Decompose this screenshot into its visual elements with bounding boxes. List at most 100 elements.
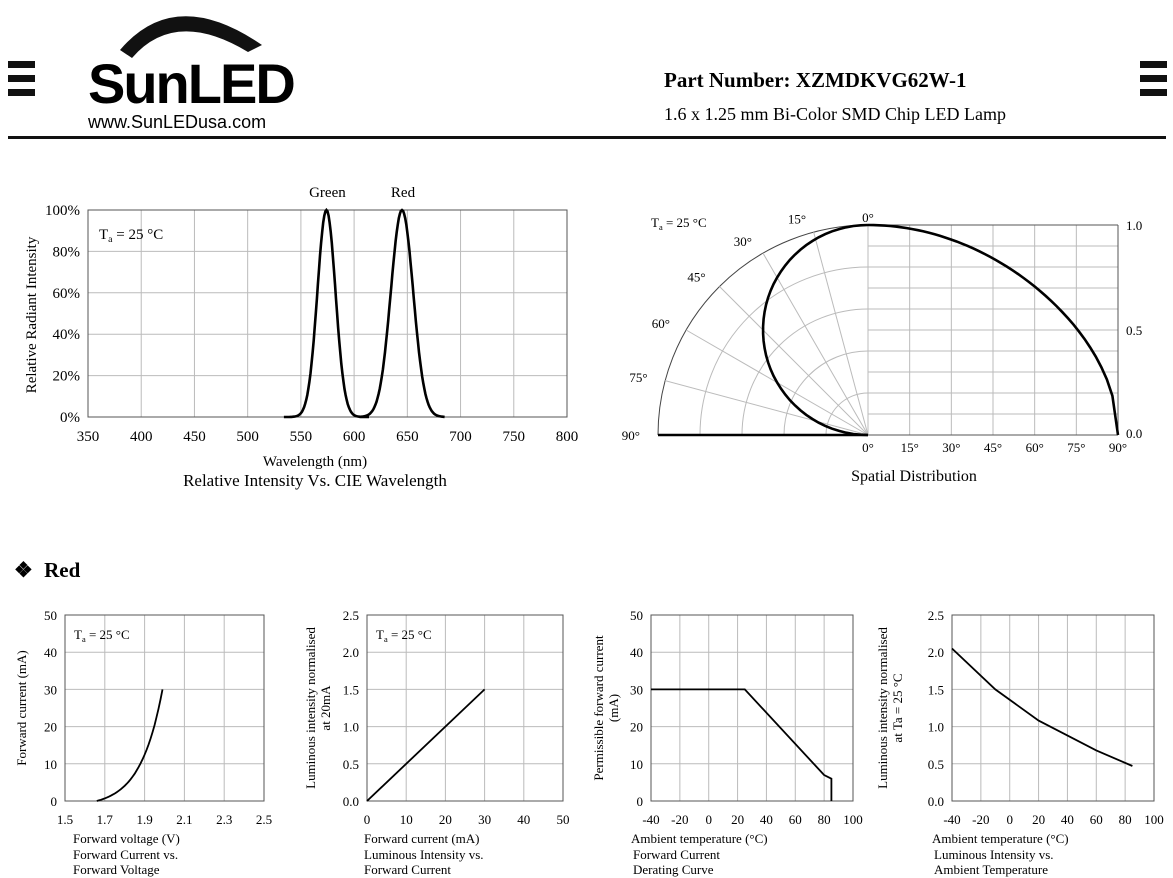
x-tick-label: 0 <box>705 812 712 827</box>
plot-frame <box>951 614 1155 802</box>
derating-curve-chart: -40 -20 0 20 40 60 80 100 0 10 20 30 40 50 Ambient tem… <box>591 608 863 877</box>
x-tick-label: 20 <box>439 812 452 827</box>
y-tick-label: 2.0 <box>928 645 944 660</box>
temperature-annotation: Ta = 25 °C <box>651 215 707 232</box>
temperature-annotation: Ta = 25 °C <box>376 627 432 644</box>
angle-label: 15° <box>788 212 806 227</box>
angle-label: 30° <box>734 234 752 249</box>
polar-grid-spoke <box>719 286 869 436</box>
y-axis-label-line-2: at 20mA <box>318 685 333 731</box>
svg-text:SunLED: SunLED <box>88 52 294 115</box>
section-heading: ❖ Red <box>14 558 80 583</box>
y-tick-label: 1.0 <box>928 720 944 735</box>
polar-grid-spoke <box>762 252 869 436</box>
series-label-red: Red <box>391 185 416 201</box>
polar-intensity-curve <box>761 223 869 437</box>
y-tick-label: 40 <box>44 645 57 660</box>
chart-title-line-2: Derating Curve <box>633 862 714 877</box>
angle-label: 90° <box>622 428 640 443</box>
chart-title-line-2: Forward Current <box>364 862 451 877</box>
x-tick-label: -20 <box>972 812 989 827</box>
bottom-tick-label: 15° <box>901 440 919 455</box>
y-tick-label: 0.0 <box>928 794 944 809</box>
y-tick-label: 0.0 <box>343 794 359 809</box>
x-tick-label: 100 <box>1144 812 1164 827</box>
part-description: 1.6 x 1.25 mm Bi-Color SMD Chip LED Lamp <box>664 104 1006 124</box>
angle-label: 75° <box>629 370 647 385</box>
y-tick-label: 2.5 <box>928 608 944 623</box>
y-tick-label: 0.5 <box>343 757 359 772</box>
x-tick-label: 40 <box>517 812 530 827</box>
x-tick-label: 400 <box>130 429 153 445</box>
y-tick-label: 10 <box>630 757 643 772</box>
cartesian-intensity-curve <box>867 223 1120 436</box>
plot-frame <box>650 614 854 802</box>
chart-title: Spatial Distribution <box>851 468 977 485</box>
y-axis-label-line-1: Luminous intensity normalised <box>875 627 890 789</box>
y-tick-label: 0.5 <box>928 757 944 772</box>
section-title: Red <box>44 558 81 582</box>
y-tick-label: 2.0 <box>343 645 359 660</box>
x-tick-label: 2.5 <box>256 812 272 827</box>
angle-label: 45° <box>687 270 705 285</box>
x-tick-label: 550 <box>290 429 313 445</box>
chart-title-line-2: Ambient Temperature <box>934 862 1048 877</box>
y-tick-label: 50 <box>44 608 57 623</box>
polar-grid-spoke <box>665 380 869 436</box>
y-tick-label: 20 <box>44 720 57 735</box>
y-tick-label: 10 <box>44 757 57 772</box>
y-tick-label: 60% <box>53 286 81 302</box>
series-line <box>96 689 164 802</box>
header-divider <box>8 136 1166 139</box>
bottom-tick-label: 60° <box>1026 440 1044 455</box>
x-tick-label: 20 <box>731 812 744 827</box>
y-axis-label-line-2: at Ta = 25 °C <box>890 673 905 742</box>
x-tick-label: -40 <box>642 812 659 827</box>
angle-label: 0° <box>862 210 874 225</box>
x-tick-label: 450 <box>183 429 206 445</box>
x-tick-label: 2.1 <box>176 812 192 827</box>
series-line <box>951 647 1133 767</box>
y-axis-label-line-2: (mA) <box>606 694 621 722</box>
angle-label: 60° <box>652 316 670 331</box>
x-tick-label: 60 <box>789 812 802 827</box>
intensity-vs-temperature-chart: -40 -20 0 20 40 60 80 100 0.0 0.5 1.0 1.5 2.0 2.5 Ambi… <box>875 608 1164 877</box>
temperature-annotation: Ta = 25 °C <box>74 627 130 644</box>
right-tick-label: 1.0 <box>1126 218 1142 233</box>
part-number: Part Number: XZMDKVG62W-1 <box>664 68 967 92</box>
website-link[interactable]: www.SunLEDusa.com <box>88 112 267 132</box>
x-tick-label: -20 <box>671 812 688 827</box>
x-tick-label: 20 <box>1032 812 1045 827</box>
y-tick-label: 40 <box>630 645 643 660</box>
y-tick-label: 0% <box>60 410 80 426</box>
plot-frame <box>366 614 564 802</box>
x-axis-label: Ambient temperature (°C) <box>631 831 768 846</box>
x-tick-label: 80 <box>1119 812 1132 827</box>
bottom-tick-label: 0° <box>862 440 874 455</box>
bottom-tick-label: 75° <box>1067 440 1085 455</box>
y-tick-label: 20 <box>630 720 643 735</box>
x-tick-label: 40 <box>1061 812 1074 827</box>
spatial-distribution-chart: 0° 15° 30° 45° 60° 75° 90° 0° 15° 30° 45° 60° 75° 90°… <box>622 210 1142 485</box>
series-line-green <box>283 207 369 419</box>
y-tick-label: 50 <box>630 608 643 623</box>
x-tick-label: -40 <box>943 812 960 827</box>
x-tick-label: 1.9 <box>136 812 152 827</box>
x-axis-label: Forward voltage (V) <box>73 831 180 846</box>
x-tick-label: 10 <box>400 812 413 827</box>
x-axis-label: Forward current (mA) <box>364 831 480 846</box>
chart-title-line-1: Forward Current <box>633 847 720 862</box>
x-tick-label: 0 <box>1006 812 1013 827</box>
bottom-tick-label: 30° <box>942 440 960 455</box>
x-tick-label: 1.7 <box>97 812 114 827</box>
polar-grid-arc <box>657 224 869 436</box>
chart-title-line-1: Forward Current vs. <box>73 847 178 862</box>
forward-current-vs-voltage-chart: 1.5 1.7 1.9 2.1 2.3 2.5 0 10 20 30 40 50 Ta = 25 °C F… <box>14 608 272 877</box>
section-marker: ❖ <box>14 558 33 582</box>
y-tick-label: 1.0 <box>343 720 359 735</box>
y-tick-label: 0 <box>51 794 58 809</box>
series-label-green: Green <box>309 185 346 201</box>
bottom-tick-label: 45° <box>984 440 1002 455</box>
y-axis-label: Relative Radiant Intensity <box>24 236 40 393</box>
x-tick-label: 100 <box>843 812 863 827</box>
